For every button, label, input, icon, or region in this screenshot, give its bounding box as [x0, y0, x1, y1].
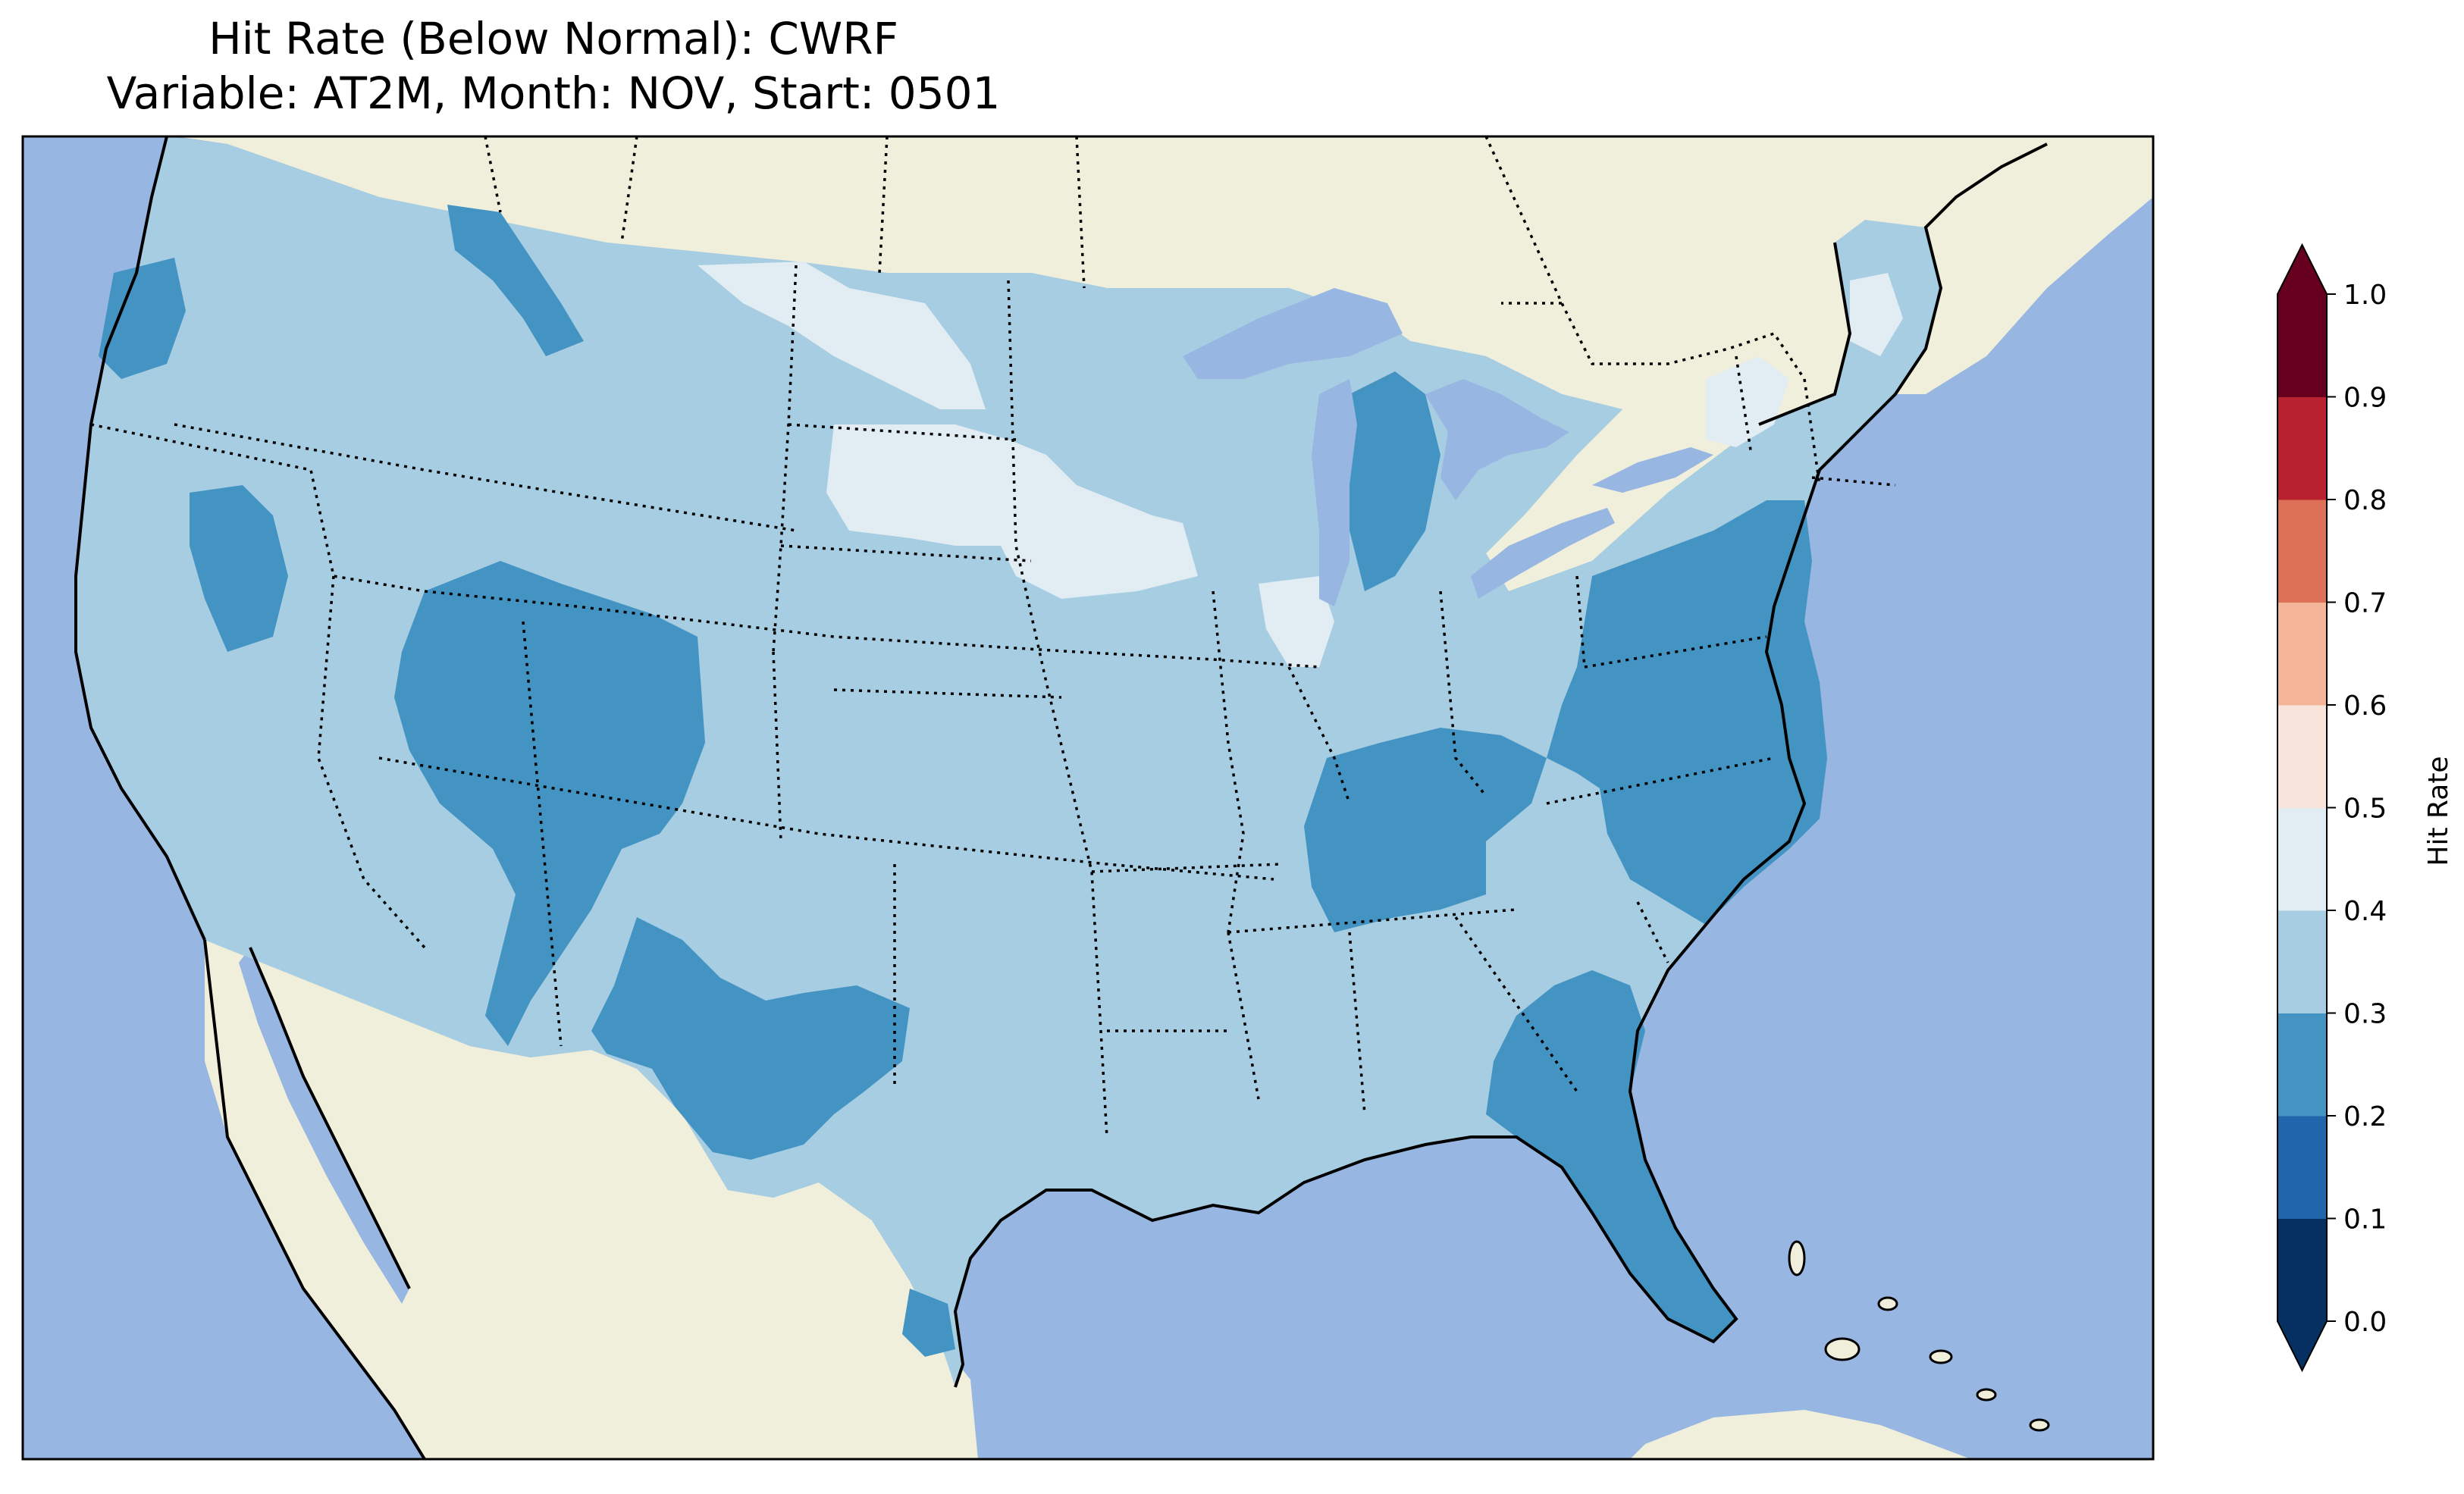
colorbar-segment — [2277, 807, 2327, 911]
colorbar — [2277, 243, 2328, 1373]
colorbar-extend-min — [2277, 1321, 2327, 1370]
colorbar-tick-label: 0.3 — [2343, 999, 2387, 1030]
colorbar-segment — [2277, 1013, 2327, 1117]
colorbar-tick-label: 0.5 — [2343, 794, 2387, 825]
colorbar-segment — [2277, 396, 2327, 500]
international-borders — [484, 136, 1806, 380]
colorbar-ticks: 0.0 0.1 0.2 0.3 0.4 0.5 0.6 0.7 0.8 0.9 1.0 — [2327, 280, 2387, 1338]
colorbar-segment — [2277, 1116, 2327, 1219]
state-borders — [90, 265, 1896, 1138]
colorbar-tick-label: 1.0 — [2343, 280, 2387, 311]
colorbar-segment — [2277, 500, 2327, 603]
colorbar-segment — [2277, 294, 2327, 397]
colorbar-segment — [2277, 910, 2327, 1013]
chart-subtitle: Variable: AT2M, Month: NOV, Start: 0501 — [106, 67, 1001, 119]
map-panel — [23, 136, 2153, 1459]
colorbar-tick-label: 0.1 — [2343, 1204, 2387, 1236]
colorbar-extend-max — [2277, 245, 2327, 294]
colorbar-segment — [2277, 705, 2327, 808]
great-lakes — [1183, 288, 1713, 606]
mexico-land — [205, 940, 978, 1459]
map-frame — [21, 135, 2155, 1461]
bahamas-islands — [1788, 1240, 2050, 1432]
colorbar-tick-label: 0.2 — [2343, 1101, 2387, 1132]
colorbar-tick-label: 0.6 — [2343, 691, 2387, 722]
colorbar-tick-label: 0.8 — [2343, 485, 2387, 516]
colorbar-segment — [2277, 602, 2327, 706]
colorbar-tick-label: 0.9 — [2343, 383, 2387, 414]
colorbar-tick-label: 0.4 — [2343, 896, 2387, 927]
colorbar-segment — [2277, 1218, 2327, 1322]
chart-title: Hit Rate (Below Normal): CWRF — [208, 13, 898, 64]
cuba-land — [1630, 1410, 1971, 1459]
colorbar-tick-label: 0.0 — [2343, 1307, 2387, 1338]
colorbar-tick-label: 0.7 — [2343, 588, 2387, 619]
hit-rate-0.4-0.5-regions — [698, 262, 1903, 667]
coastlines — [74, 136, 2048, 1459]
hit-rate-0.2-0.3-regions — [99, 205, 1827, 1357]
colorbar-label: Hit Rate — [2423, 756, 2454, 866]
gulf-of-california — [239, 947, 409, 1304]
